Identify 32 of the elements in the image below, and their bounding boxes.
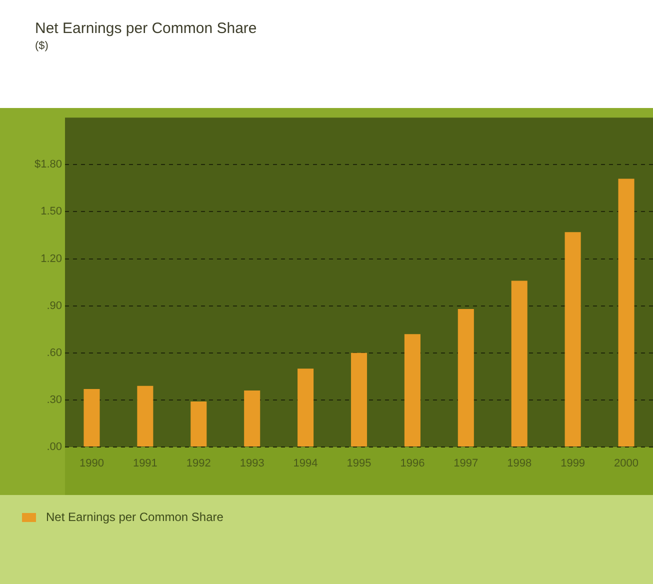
bar	[511, 280, 528, 446]
bar	[618, 178, 634, 446]
x-tick-label: 1999	[560, 458, 586, 470]
bar	[244, 390, 260, 446]
x-tick-label: 1998	[507, 458, 532, 470]
y-tick-label: .30	[46, 394, 62, 406]
y-tick-label: $1.80	[34, 158, 62, 171]
x-tick-label: 1990	[79, 458, 104, 470]
bar	[137, 386, 154, 446]
y-tick-label: .60	[46, 346, 62, 359]
bar	[350, 352, 368, 446]
y-tick-label: 1.20	[40, 252, 62, 265]
x-tick-label: 1995	[346, 458, 372, 470]
y-tick-label: 1.50	[40, 206, 62, 218]
x-tick-label: 1991	[132, 458, 158, 470]
x-tick-label: 1993	[240, 458, 264, 470]
legend-label: Net Earnings per Common Share	[46, 510, 224, 524]
bar	[298, 368, 314, 446]
bar	[404, 334, 420, 446]
bar	[84, 388, 100, 446]
x-tick-label: 1994	[293, 458, 318, 470]
x-tick-label: 1997	[454, 458, 478, 470]
chart-subtitle: ($)	[35, 40, 50, 52]
x-tick-label: 1996	[400, 458, 425, 470]
x-tick-label: 2000	[614, 458, 639, 470]
bar	[564, 232, 581, 446]
y-tick-label: .00	[46, 441, 62, 454]
chart-title: Net Earnings per Common Share	[35, 20, 258, 37]
bar	[458, 308, 474, 446]
x-tick-label: 1992	[186, 458, 211, 470]
bar	[190, 402, 207, 446]
y-tick-label: .90	[46, 300, 62, 312]
